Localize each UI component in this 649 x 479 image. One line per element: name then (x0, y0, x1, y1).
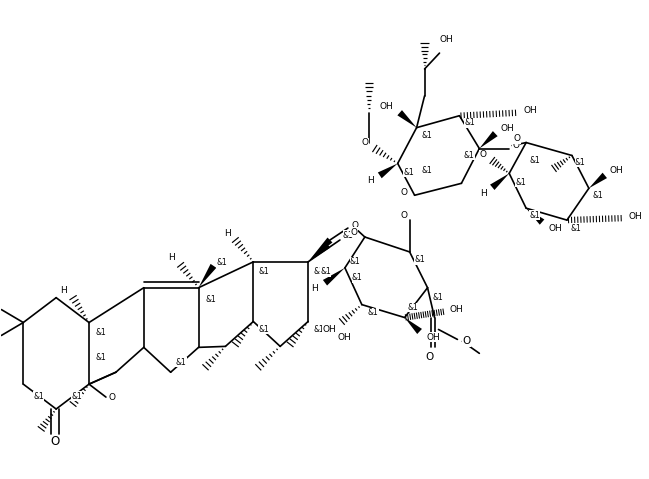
Text: &1: &1 (320, 267, 331, 276)
Text: OH: OH (338, 333, 352, 342)
Text: H: H (168, 253, 175, 262)
Text: &1: &1 (206, 295, 216, 304)
Text: &1: &1 (422, 131, 432, 140)
Text: OH: OH (439, 34, 453, 44)
Polygon shape (308, 242, 330, 262)
Text: OH: OH (426, 333, 440, 342)
Text: &1: &1 (515, 178, 526, 187)
Text: &1: &1 (415, 255, 425, 264)
Polygon shape (490, 173, 509, 190)
Text: H: H (60, 286, 67, 295)
Text: OH: OH (322, 325, 336, 334)
Polygon shape (589, 172, 607, 188)
Text: &1: &1 (96, 328, 106, 337)
Text: O: O (426, 353, 434, 362)
Text: &1: &1 (343, 230, 354, 240)
Text: O: O (351, 228, 358, 237)
Text: &1: &1 (313, 267, 324, 276)
Text: &1: &1 (422, 166, 432, 175)
Text: &1: &1 (217, 258, 227, 267)
Text: OH: OH (523, 106, 537, 115)
Text: &1: &1 (408, 303, 419, 312)
Text: H: H (367, 176, 374, 185)
Text: O: O (109, 393, 116, 401)
Text: &1: &1 (593, 191, 604, 200)
Text: O: O (400, 188, 408, 197)
Text: O: O (462, 336, 471, 346)
Text: &1: &1 (96, 353, 106, 362)
Polygon shape (323, 268, 345, 285)
Text: &1: &1 (368, 308, 378, 317)
Text: &1: &1 (176, 358, 186, 367)
Text: O: O (513, 134, 520, 143)
Polygon shape (526, 208, 545, 225)
Text: &1: &1 (432, 293, 443, 302)
Polygon shape (480, 131, 498, 148)
Text: O: O (512, 141, 519, 150)
Text: &1: &1 (33, 392, 44, 400)
Text: &1: &1 (575, 158, 585, 167)
Text: OH: OH (380, 103, 394, 111)
Text: OH: OH (500, 124, 514, 133)
Text: O: O (352, 221, 359, 229)
Text: &1: &1 (350, 257, 361, 266)
Polygon shape (308, 238, 332, 262)
Polygon shape (397, 110, 417, 127)
Text: &1: &1 (352, 274, 363, 282)
Polygon shape (378, 163, 398, 178)
Text: &1: &1 (258, 325, 269, 334)
Text: O: O (51, 435, 60, 448)
Text: &1: &1 (465, 118, 475, 127)
Polygon shape (199, 264, 216, 288)
Text: &1: &1 (404, 168, 415, 177)
Text: OH: OH (629, 212, 643, 221)
Polygon shape (405, 318, 422, 334)
Text: &1: &1 (71, 392, 82, 400)
Text: &1: &1 (529, 211, 540, 220)
Text: OH: OH (450, 305, 463, 314)
Text: &1: &1 (571, 224, 582, 233)
Text: &1: &1 (313, 325, 324, 334)
Text: H: H (480, 189, 487, 198)
Text: O: O (400, 211, 408, 220)
Text: &1: &1 (529, 156, 540, 165)
Text: H: H (312, 284, 318, 293)
Text: OH: OH (548, 224, 562, 233)
Text: O: O (480, 150, 486, 159)
Text: &1: &1 (258, 267, 269, 276)
Text: OH: OH (610, 166, 624, 175)
Text: O: O (361, 138, 369, 147)
Text: &1: &1 (463, 151, 474, 160)
Text: H: H (224, 228, 230, 238)
